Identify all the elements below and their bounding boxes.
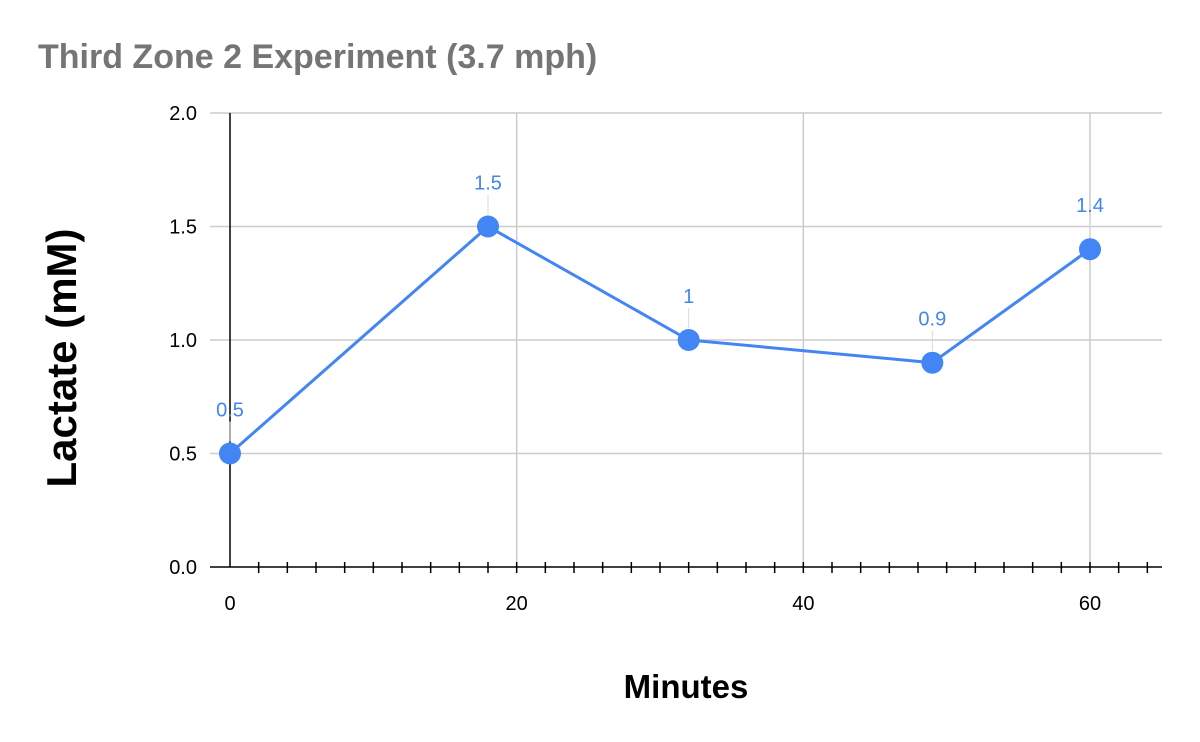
data-label: 1.4 [1076,195,1104,217]
y-tick-label: 0.0 [169,557,197,579]
y-axis-title: Lactate (mM) [38,228,85,487]
axis-layer [210,113,1162,573]
y-tick-label: 2.0 [169,103,197,125]
data-label: 0.5 [216,400,244,422]
x-tick-label: 40 [792,593,814,615]
data-point [921,351,944,374]
chart-title: Third Zone 2 Experiment (3.7 mph) [38,38,597,76]
data-label: 1 [683,286,694,308]
x-axis-title: Minutes [624,668,749,705]
x-tick-label: 20 [506,593,528,615]
data-point [677,329,700,351]
x-tick-label: 0 [224,593,235,615]
y-tick-label: 1.0 [169,330,197,352]
y-tick-label: 0.5 [169,444,197,466]
grid-layer [210,112,1162,567]
data-label: 0.9 [918,309,946,331]
data-point [1079,238,1101,261]
data-point [219,442,241,465]
x-tick-label: 60 [1079,593,1101,615]
data-point [477,215,499,238]
series-layer [219,194,1101,465]
data-label: 1.5 [474,173,502,195]
label-layer: 0.0 0.5 1.0 1.5 2.0 0 20 40 60 0.5 1.5 1 0.9 1.4 [169,103,1104,615]
y-tick-label: 1.5 [169,217,197,239]
